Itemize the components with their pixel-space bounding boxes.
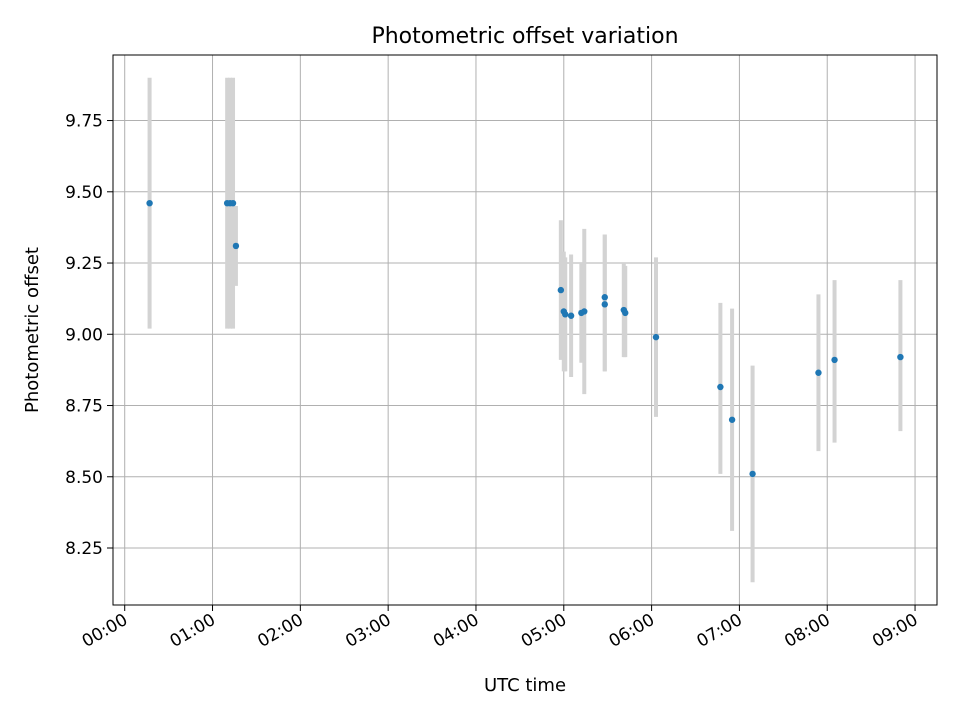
data-point (581, 308, 588, 315)
data-point (717, 383, 724, 391)
data-point (601, 301, 608, 308)
y-tick-label: 9.50 (65, 183, 103, 203)
data-point (728, 416, 736, 423)
y-axis-ticks: 8.25 8.50 8.75 9.00 9.25 9.50 9.75 (65, 112, 113, 559)
data-point (601, 294, 608, 301)
x-axis-label: UTC time (484, 675, 566, 696)
y-tick-label: 9.25 (65, 254, 103, 274)
y-tick-label: 8.50 (65, 468, 103, 488)
data-point (229, 199, 237, 207)
data-points (146, 199, 904, 478)
plot-frame (112, 54, 938, 606)
y-tick-label: 9.75 (65, 112, 103, 132)
data-point (831, 356, 838, 364)
y-tick-label: 9.00 (65, 325, 103, 345)
data-point (815, 369, 822, 376)
data-point (622, 309, 629, 317)
y-tick-label: 8.75 (65, 397, 103, 417)
data-point (567, 312, 575, 319)
y-tick-label: 8.25 (65, 539, 103, 559)
data-point (557, 286, 565, 294)
data-point (652, 333, 660, 341)
y-axis-label: Photometric offset (22, 247, 43, 413)
data-point (749, 470, 756, 478)
data-point (562, 311, 569, 318)
chart-title: Photometric offset variation (371, 24, 678, 49)
data-point (897, 353, 904, 361)
data-point (146, 199, 153, 207)
data-point (232, 242, 240, 250)
